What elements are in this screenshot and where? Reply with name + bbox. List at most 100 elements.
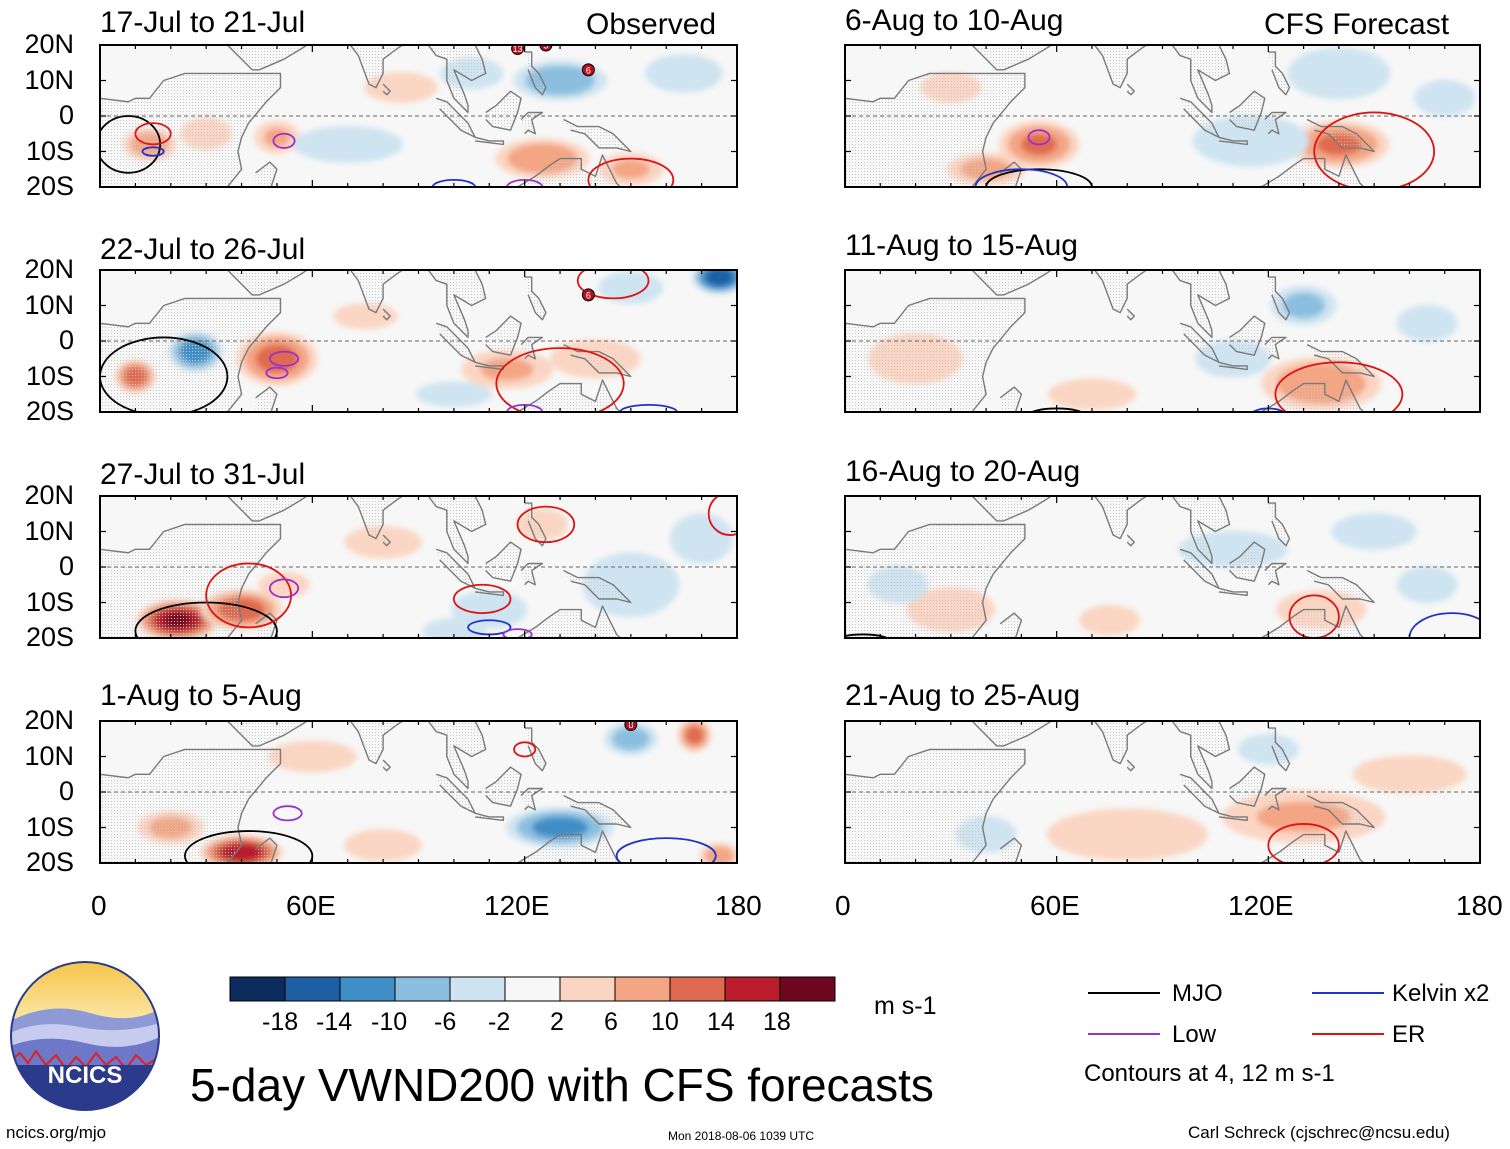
low-contour (272, 132, 296, 149)
coastline (474, 812, 505, 822)
colorbar-bin (504, 976, 561, 1002)
y-tick-label: 10S (25, 361, 74, 391)
low-contour (268, 578, 300, 599)
low-contour (1027, 129, 1051, 146)
mjo-contour (100, 336, 229, 412)
coastline (520, 111, 544, 135)
map-panel: 8 (99, 720, 738, 864)
y-tick-label: 0 (58, 100, 74, 130)
legend-swatches (1088, 992, 1384, 1035)
coastline (525, 27, 532, 41)
kelvin-contour (141, 146, 165, 157)
coastline (226, 496, 309, 522)
anomaly-blob (705, 846, 734, 863)
cyclone-number: 5 (543, 41, 548, 51)
coastline (1093, 496, 1148, 540)
map-panel (844, 495, 1481, 639)
coastline (845, 72, 1026, 187)
cyclone-marker: 6 (581, 288, 595, 302)
colorbar (229, 976, 836, 1002)
footer-url[interactable]: ncics.org/mjo (6, 1123, 107, 1142)
coastline (382, 534, 391, 547)
coastline (100, 297, 282, 412)
coastline (1171, 270, 1231, 339)
x-tick-label: 0 (835, 890, 851, 921)
coastline (349, 496, 404, 540)
cyclone-number: 8 (628, 720, 633, 730)
coastline (382, 83, 391, 96)
map-panel (844, 44, 1481, 188)
low-contour (268, 350, 300, 367)
coastline (349, 721, 404, 765)
y-tick-label: 0 (58, 776, 74, 806)
x-tick-label: 0 (91, 890, 107, 921)
coastline (100, 748, 282, 863)
colorbar-tick-label: -6 (434, 1008, 457, 1036)
kelvin-contour (974, 168, 1069, 187)
er-contour (452, 583, 512, 615)
kelvin-contour (1408, 612, 1480, 638)
coastline (427, 496, 487, 565)
panel-date: 17-Jul to 21-Jul (100, 6, 306, 39)
er-contour (134, 122, 172, 146)
coastline (999, 837, 1023, 863)
coastline (485, 766, 522, 807)
y-tick-label: 20N (24, 254, 74, 284)
coastline (563, 569, 632, 604)
coastline (1179, 322, 1220, 363)
coastline (1229, 541, 1266, 582)
y-tick-label: 10N (24, 516, 74, 546)
coastline (1264, 336, 1287, 360)
colorbar-units: m s-1 (874, 992, 937, 1020)
coastline (1306, 794, 1375, 829)
coastline (999, 386, 1023, 412)
coastline (999, 612, 1023, 638)
anomaly-blob (1192, 114, 1309, 167)
coastline (1229, 766, 1266, 807)
anomaly-blob (598, 271, 664, 304)
low-contour (265, 366, 289, 380)
panel-date: 21-Aug to 25-Aug (845, 679, 1081, 712)
cyclone-marker: 8 (624, 720, 638, 732)
coastline (514, 379, 622, 412)
cyclone-marker: 13 (511, 45, 525, 56)
anomaly-blob (611, 159, 650, 179)
coastline (382, 308, 391, 321)
er-contour (495, 347, 625, 412)
coastline (1229, 90, 1266, 131)
colorbar-bin (669, 976, 726, 1002)
anomaly-blob (268, 740, 357, 773)
y-tick-label: 20N (24, 480, 74, 510)
anomaly-blob (1414, 79, 1476, 117)
y-tick-label: 10N (24, 741, 74, 771)
colorbar-tick-label: 14 (707, 1008, 735, 1036)
coastline (427, 45, 487, 114)
map-panel (844, 720, 1481, 864)
coastline (485, 90, 522, 131)
coastline (845, 523, 1026, 638)
y-tick-label: 20S (25, 396, 74, 426)
map-panel: 6 (99, 252, 738, 413)
er-contour (1267, 823, 1340, 863)
anomaly-blob (1352, 755, 1467, 794)
coastline (525, 252, 532, 266)
coastline (255, 386, 278, 412)
colorbar-tick-label: 2 (550, 1008, 564, 1036)
map-panel: 13 5 6 (99, 27, 738, 188)
coastline (1093, 45, 1148, 89)
coastline (524, 51, 547, 96)
anomaly-blob (258, 571, 310, 598)
anomaly-blob (611, 726, 650, 751)
coastline (1218, 361, 1248, 371)
coastline (1264, 562, 1287, 586)
anomaly-blob (1237, 734, 1299, 765)
coastline (1179, 97, 1220, 138)
x-tick-label: 120E (1228, 890, 1294, 921)
low-contour (272, 805, 303, 822)
coastline (524, 276, 547, 321)
coastline (1126, 759, 1135, 772)
anomaly-blob (292, 125, 403, 163)
coastline (485, 315, 522, 356)
coastline (1126, 534, 1135, 547)
